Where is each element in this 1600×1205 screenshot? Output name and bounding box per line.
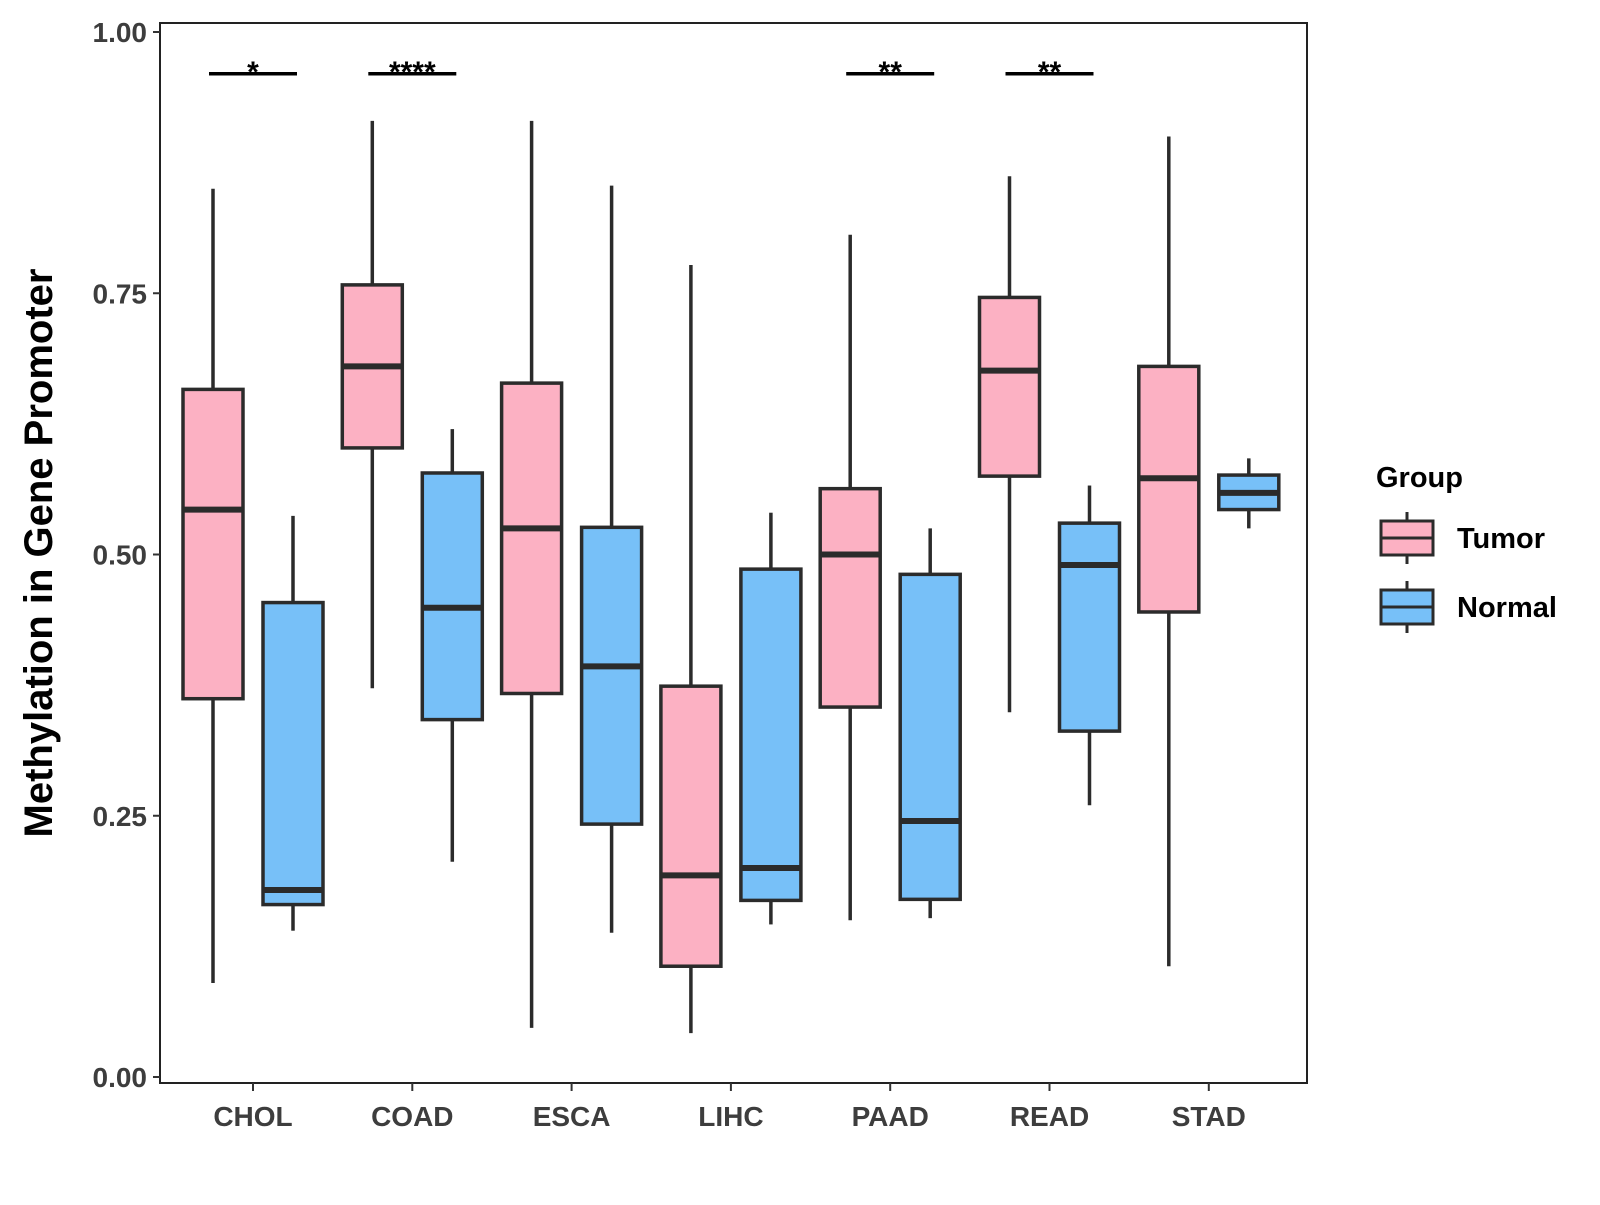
- box-tumor-stad: [1137, 136, 1201, 967]
- box-iqr: [1137, 364, 1201, 614]
- x-tick-label: ESCA: [533, 1101, 611, 1132]
- legend-label: Tumor: [1457, 523, 1545, 555]
- box-normal-read: [1057, 485, 1122, 806]
- y-tick-label: 0.25: [93, 801, 148, 832]
- y-tick-label: 0.75: [93, 278, 148, 309]
- box-tumor-lihc: [659, 265, 723, 1034]
- box-normal-paad: [898, 528, 962, 919]
- box-iqr: [420, 471, 485, 722]
- x-tick-label: CHOL: [213, 1101, 292, 1132]
- box-tumor-paad: [818, 234, 882, 921]
- x-tick-label: LIHC: [698, 1101, 763, 1132]
- x-tick-label: STAD: [1172, 1101, 1246, 1132]
- box-iqr: [977, 295, 1042, 478]
- significance-label: **: [879, 56, 903, 89]
- plot-panel: [159, 22, 1308, 1084]
- box-normal-esca: [579, 185, 644, 933]
- box-groups: [181, 120, 1281, 1034]
- legend: Group Tumor Normal: [1376, 462, 1557, 633]
- box-iqr: [499, 381, 564, 696]
- y-axis-title: Methylation in Gene Promoter: [17, 269, 61, 838]
- box-iqr: [181, 387, 245, 701]
- y-tick-label: 1.00: [93, 17, 148, 48]
- box-tumor-chol: [181, 188, 245, 983]
- legend-item-normal: Normal: [1379, 581, 1557, 633]
- significance-label: **: [1038, 56, 1062, 89]
- legend-label: Normal: [1457, 592, 1557, 624]
- legend-title: Group: [1376, 462, 1463, 494]
- box-iqr: [261, 600, 325, 907]
- box-iqr: [818, 486, 882, 709]
- y-tick-label: 0.00: [93, 1062, 148, 1093]
- box-iqr: [739, 567, 803, 903]
- box-normal-lihc: [739, 512, 803, 925]
- box-tumor-coad: [340, 120, 405, 689]
- x-tick-label: PAAD: [852, 1101, 929, 1132]
- x-tick-label: COAD: [371, 1101, 453, 1132]
- box-normal-chol: [261, 515, 325, 931]
- significance-label: *: [247, 56, 259, 89]
- legend-item-tumor: Tumor: [1379, 512, 1545, 564]
- box-normal-stad: [1217, 458, 1281, 529]
- box-tumor-esca: [499, 120, 564, 1028]
- box-iqr: [659, 684, 723, 968]
- box-iqr: [1057, 521, 1122, 733]
- box-iqr: [898, 572, 962, 902]
- significance-annotations: * **** ** **: [209, 56, 1094, 89]
- significance-label: ****: [389, 56, 436, 89]
- box-normal-coad: [420, 429, 485, 862]
- x-tick-label: READ: [1010, 1101, 1089, 1132]
- y-tick-label: 0.50: [93, 540, 148, 571]
- axis-ticks: 0.00 0.25 0.50 0.75 1.00 CHOL COAD ESCA LIHC PAAD…: [93, 17, 1246, 1132]
- box-tumor-read: [977, 176, 1042, 713]
- box-iqr: [579, 525, 644, 826]
